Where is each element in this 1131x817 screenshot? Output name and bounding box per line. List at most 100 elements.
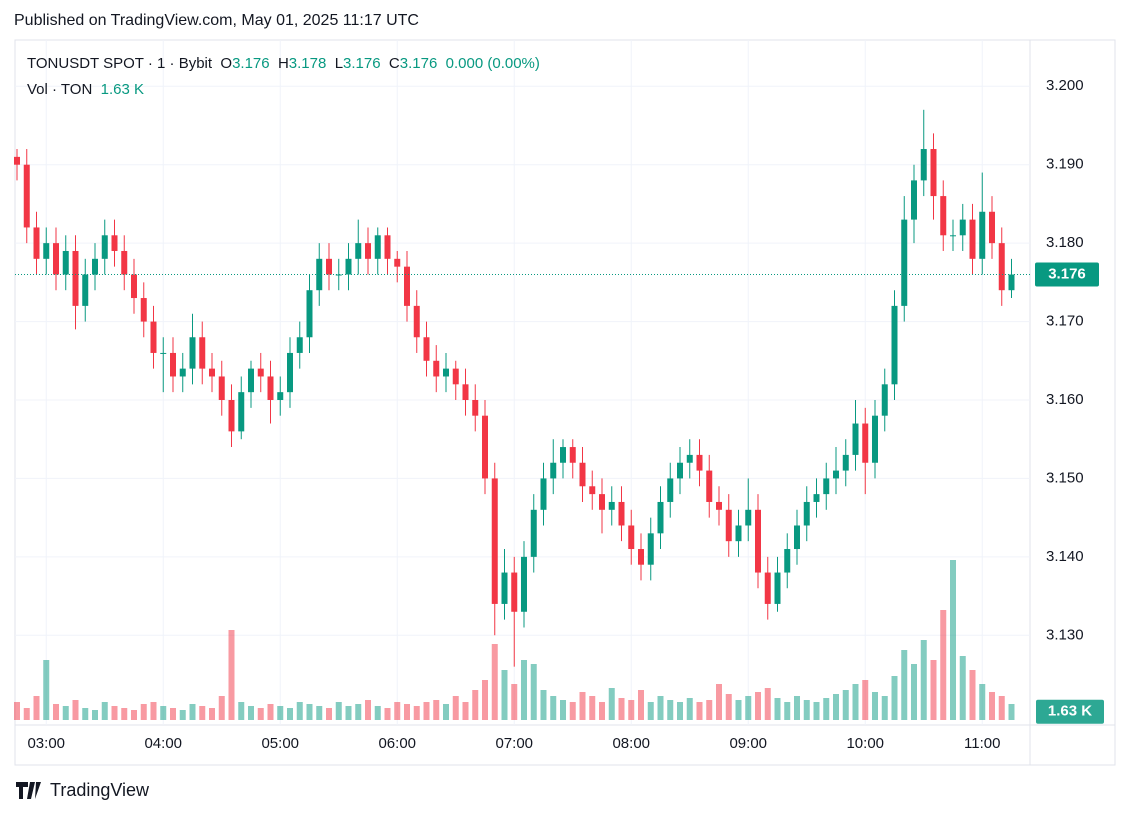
candle-body xyxy=(209,368,215,377)
volume-bar xyxy=(82,708,89,720)
candle-body xyxy=(443,368,449,377)
volume-bar xyxy=(316,706,323,720)
candle-body xyxy=(579,462,586,487)
volume-bar xyxy=(218,696,225,720)
candle-body xyxy=(287,352,293,393)
volume-bar xyxy=(803,700,810,720)
volume-bar xyxy=(950,560,956,720)
candle-body xyxy=(852,423,859,455)
candle-body xyxy=(23,164,30,228)
candle-body xyxy=(345,258,352,275)
volume-bar xyxy=(121,708,128,720)
candle-body xyxy=(72,250,79,306)
volume-bar xyxy=(150,702,157,720)
candle-body xyxy=(267,376,274,400)
y-tick-label: 3.190 xyxy=(1046,156,1084,173)
volume-bar xyxy=(862,680,869,720)
volume-bar xyxy=(823,698,830,720)
candle-body xyxy=(989,211,995,244)
y-tick-label: 3.200 xyxy=(1046,77,1084,94)
x-tick-label: 03:00 xyxy=(27,735,65,752)
volume-bar xyxy=(881,696,888,720)
candle-body xyxy=(881,384,888,416)
volume-bar xyxy=(53,704,59,720)
volume-bar xyxy=(423,702,430,720)
candle-body xyxy=(43,243,50,259)
candle-body xyxy=(901,219,908,306)
volume-bar xyxy=(374,706,381,720)
candle-body xyxy=(355,243,362,259)
volume-bar xyxy=(784,702,791,720)
volume-bar xyxy=(170,708,176,720)
volume-bar xyxy=(521,660,527,720)
candle-body xyxy=(735,525,742,542)
volume-bar xyxy=(365,700,371,720)
volume-bar xyxy=(209,708,215,720)
y-tick-label: 3.170 xyxy=(1046,313,1084,330)
candle-body xyxy=(891,305,898,385)
volume-bar xyxy=(1008,704,1015,720)
volume-bar xyxy=(998,696,1005,720)
candle-body xyxy=(950,235,956,237)
candle-body xyxy=(706,470,713,502)
candle-body xyxy=(92,258,98,275)
x-tick-label: 11:00 xyxy=(964,735,1000,752)
candle-body xyxy=(755,509,761,573)
x-tick-label: 09:00 xyxy=(729,735,767,752)
volume-value: 1.63 K xyxy=(100,81,145,98)
volume-bar xyxy=(550,696,557,720)
candle-body xyxy=(608,501,615,510)
candle-body xyxy=(677,462,683,479)
candle-body xyxy=(53,243,59,275)
volume-bar xyxy=(706,700,713,720)
volume-bar xyxy=(160,706,167,720)
candle-body xyxy=(686,454,693,463)
volume-bar xyxy=(199,706,206,720)
candle-body xyxy=(560,447,566,463)
published-note: Published on TradingView.com, May 01, 20… xyxy=(14,12,419,29)
legend-main: TONUSDT SPOT · 1 · Bybit O3.176 H3.178 L… xyxy=(27,55,540,72)
volume-bar xyxy=(62,706,69,720)
volume-bar xyxy=(443,704,449,720)
volume-bar xyxy=(540,690,547,720)
volume-bar xyxy=(482,680,488,720)
candle-body xyxy=(745,509,752,526)
candle-body xyxy=(862,423,869,463)
volume-bar xyxy=(248,706,254,720)
candle-body xyxy=(131,274,137,299)
candle-body xyxy=(482,415,488,479)
candle-body xyxy=(306,290,313,338)
volume-bar xyxy=(589,696,596,720)
candle-body xyxy=(501,572,508,604)
volume-bar xyxy=(43,660,50,720)
candle-body xyxy=(257,368,264,377)
candle-body xyxy=(716,501,722,510)
volume-bar xyxy=(277,706,284,720)
volume-bar xyxy=(462,702,469,720)
candle-body xyxy=(170,352,176,377)
volume-bar xyxy=(638,690,644,720)
volume-bar xyxy=(413,706,420,720)
volume-bar xyxy=(599,702,605,720)
last-price-box xyxy=(1035,262,1099,287)
volume-bar xyxy=(735,700,742,720)
candle-body xyxy=(199,337,206,369)
candle-body xyxy=(140,298,147,322)
candle-body xyxy=(491,478,498,604)
candle-body xyxy=(784,549,791,573)
y-tick-label: 3.180 xyxy=(1046,234,1084,251)
x-tick-label: 10:00 xyxy=(846,735,884,752)
volume-bar xyxy=(306,704,313,720)
volume-bar xyxy=(530,664,537,720)
volume-bar xyxy=(989,692,995,720)
candle-body xyxy=(628,525,635,550)
candle-body xyxy=(979,211,986,259)
volume-bar xyxy=(296,702,303,720)
candle-body xyxy=(599,494,605,510)
volume-bar xyxy=(852,684,859,720)
change: 0.000 (0.00%) xyxy=(445,55,540,72)
volume-bar xyxy=(833,694,839,720)
ohlc-label: H xyxy=(277,55,289,72)
candle-body xyxy=(160,352,167,354)
